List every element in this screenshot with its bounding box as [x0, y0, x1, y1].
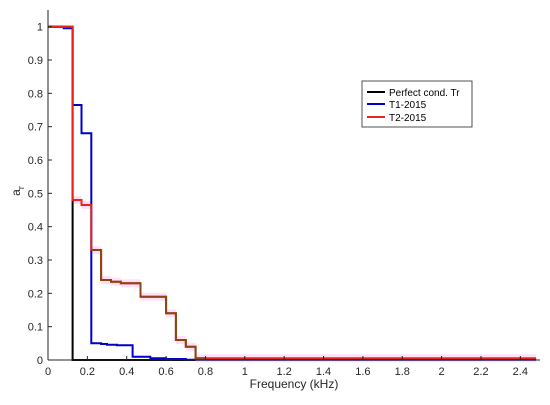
x-tick-label: 2 [439, 366, 445, 378]
x-axis-title: Frequency (kHz) [250, 377, 339, 391]
legend: Perfect cond. Tr T1-2015 T2-2015 [361, 80, 473, 128]
y-tick-label: 0.9 [28, 55, 43, 67]
legend-label-perfect: Perfect cond. Tr [389, 88, 460, 99]
y-axis-title: ar [9, 186, 26, 196]
y-tick-label: 0.7 [28, 122, 43, 134]
axes [47, 10, 540, 361]
y-tick-label: 0 [37, 355, 43, 367]
y-axis-title-sub: r [16, 186, 26, 189]
y-tick-label: 0.6 [28, 155, 43, 167]
y-tick-label: 0.3 [28, 255, 43, 267]
x-ticks: 0 0.2 0.4 0.6 0.8 1 1.2 1.4 1.6 1.8 2 2.2 2.4 [45, 356, 528, 378]
x-tick-label: 2.4 [513, 366, 528, 378]
y-tick-label: 0.4 [28, 222, 43, 234]
x-tick-label: 1.8 [395, 366, 410, 378]
series-line-t2-overlay [91, 249, 206, 360]
y-axis-title-main: a [9, 189, 23, 196]
y-tick-label: 0.8 [28, 88, 43, 100]
legend-label-t1: T1-2015 [389, 100, 427, 111]
y-tick-label: 0.1 [28, 322, 43, 334]
x-tick-label: 0.8 [198, 366, 213, 378]
series-line-t2 [48, 25, 537, 360]
series-line-t1 [48, 25, 537, 361]
x-tick-label: 0.6 [158, 366, 173, 378]
legend-label-t2: T2-2015 [389, 113, 427, 124]
uncertainty-band [72, 196, 537, 363]
x-tick-label: 1.6 [355, 366, 370, 378]
y-tick-label: 0.2 [28, 288, 43, 300]
y-tick-label: 1 [37, 22, 43, 34]
series-lines [48, 25, 537, 361]
x-tick-label: 1.4 [316, 366, 331, 378]
y-ticks: 0 0.1 0.2 0.3 0.4 0.5 0.6 0.7 0.8 0.9 1 [28, 22, 52, 367]
x-tick-label: 2.2 [473, 366, 488, 378]
x-tick-label: 0.4 [119, 366, 134, 378]
y-tick-label: 0.5 [28, 188, 43, 200]
x-tick-label: 0 [45, 366, 51, 378]
x-tick-label: 1 [242, 366, 248, 378]
x-tick-label: 1.2 [277, 366, 292, 378]
x-tick-label: 0.2 [80, 366, 95, 378]
